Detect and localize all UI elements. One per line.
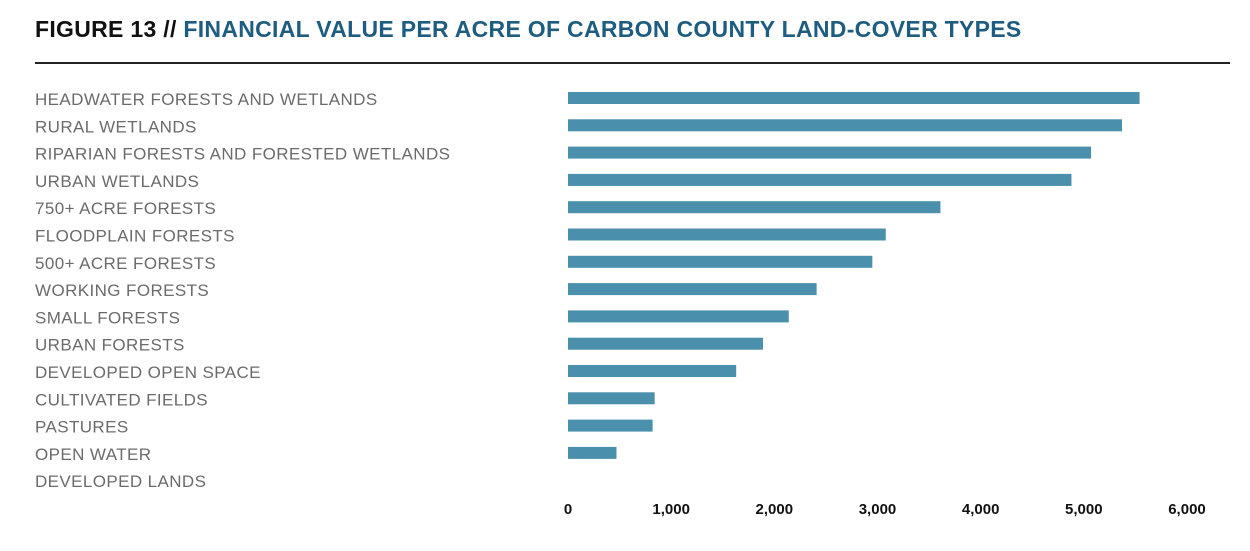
category-label: WORKING FORESTS [35, 281, 209, 300]
category-label: FLOODPLAIN FORESTS [35, 227, 235, 246]
category-label: URBAN FORESTS [35, 336, 185, 355]
x-tick-label: 5,000 [1065, 501, 1103, 518]
category-labels: HEADWATER FORESTS AND WETLANDS RURAL WETL… [35, 90, 450, 491]
bar [568, 119, 1123, 132]
category-label: CULTIVATED FIELDS [35, 390, 208, 409]
bar [568, 146, 1092, 159]
category-label: PASTURES [35, 418, 129, 437]
x-tick-label: 2,000 [756, 501, 794, 518]
category-label: HEADWATER FORESTS AND WETLANDS [35, 90, 378, 109]
x-tick-label: 0 [564, 501, 572, 518]
category-label: DEVELOPED LANDS [35, 472, 206, 491]
figure-title: FINANCIAL VALUE PER ACRE OF CARBON COUNT… [183, 16, 1022, 42]
bar [568, 201, 941, 214]
bar [568, 255, 873, 268]
chart-title: FIGURE 13 // FINANCIAL VALUE PER ACRE OF… [35, 16, 1022, 43]
category-label: RIPARIAN FORESTS AND FORESTED WETLANDS [35, 145, 450, 164]
bar [568, 92, 1140, 104]
x-tick-label: 3,000 [859, 501, 897, 518]
figure-number: FIGURE 13 [35, 16, 157, 42]
category-label: URBAN WETLANDS [35, 172, 199, 191]
category-label: 750+ ACRE FORESTS [35, 199, 216, 218]
bar [568, 228, 886, 241]
category-label: DEVELOPED OPEN SPACE [35, 363, 261, 382]
title-underline [35, 62, 1230, 64]
category-label: OPEN WATER [35, 445, 151, 464]
x-tick-label: 4,000 [962, 501, 1000, 518]
x-tick-label: 1,000 [652, 501, 690, 518]
bar [568, 283, 817, 296]
bar [568, 392, 655, 405]
bar [568, 337, 763, 350]
title-separator: // [163, 16, 177, 42]
category-label: RURAL WETLANDS [35, 117, 197, 136]
x-tick-label: 6,000 [1168, 501, 1206, 518]
bar [568, 419, 653, 432]
category-label: 500+ ACRE FORESTS [35, 254, 216, 273]
bar [568, 310, 789, 323]
bar [568, 365, 737, 377]
bars [568, 92, 1140, 459]
bar [568, 446, 617, 459]
x-axis-tick-labels: 0 1,000 2,000 3,000 4,000 5,000 6,000 [564, 501, 1206, 518]
bar [568, 173, 1072, 186]
category-label: SMALL FORESTS [35, 308, 180, 327]
